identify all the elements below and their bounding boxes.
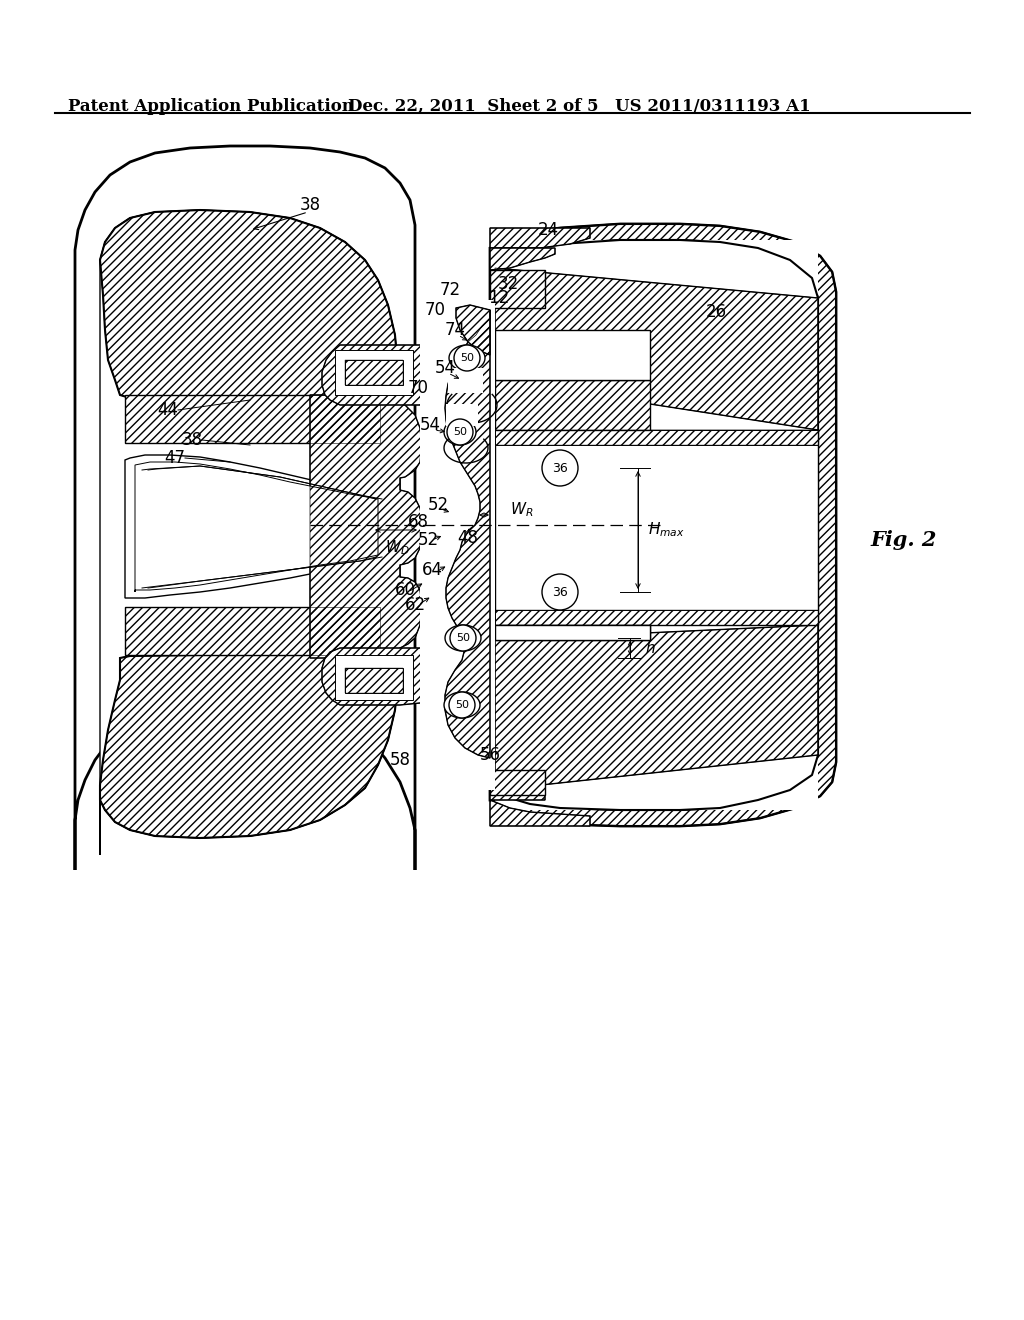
Text: 52: 52 — [418, 531, 438, 549]
Polygon shape — [444, 418, 476, 445]
Text: 26: 26 — [706, 304, 727, 321]
Polygon shape — [444, 692, 480, 718]
Polygon shape — [322, 345, 445, 405]
Polygon shape — [75, 147, 415, 870]
Bar — [345, 668, 403, 693]
Polygon shape — [135, 462, 378, 591]
Circle shape — [450, 624, 476, 651]
Polygon shape — [125, 455, 390, 598]
Text: 72: 72 — [439, 281, 461, 300]
Text: $h$: $h$ — [645, 640, 655, 656]
Bar — [490, 770, 545, 795]
Text: 50: 50 — [460, 352, 474, 363]
Bar — [335, 350, 413, 395]
Text: 70: 70 — [425, 301, 445, 319]
Polygon shape — [495, 240, 818, 810]
Bar — [446, 404, 478, 426]
Polygon shape — [490, 224, 836, 826]
Bar — [345, 668, 403, 693]
Bar — [447, 367, 482, 392]
Text: $W_R$: $W_R$ — [510, 500, 534, 519]
Text: 12: 12 — [488, 289, 510, 308]
Text: 50: 50 — [453, 426, 467, 437]
Bar — [345, 360, 403, 385]
Text: 24: 24 — [538, 220, 558, 239]
Polygon shape — [100, 210, 400, 400]
Text: 56: 56 — [479, 746, 501, 764]
Text: $H_{max}$: $H_{max}$ — [648, 520, 685, 540]
Polygon shape — [100, 210, 400, 855]
Circle shape — [454, 345, 480, 371]
Polygon shape — [100, 655, 400, 838]
Text: 70: 70 — [408, 379, 428, 397]
Circle shape — [542, 574, 578, 610]
Bar — [495, 430, 818, 624]
Circle shape — [542, 450, 578, 486]
Circle shape — [449, 692, 475, 718]
Text: 60: 60 — [394, 581, 416, 599]
Polygon shape — [495, 624, 818, 789]
Bar — [495, 610, 818, 624]
Polygon shape — [456, 305, 490, 355]
Polygon shape — [490, 248, 555, 271]
Bar — [495, 430, 818, 445]
Polygon shape — [310, 395, 422, 657]
Polygon shape — [490, 228, 590, 248]
Text: 47: 47 — [165, 449, 185, 467]
Bar — [490, 271, 545, 308]
Polygon shape — [490, 800, 590, 826]
Text: 74: 74 — [444, 321, 466, 339]
Bar — [125, 395, 380, 444]
Bar — [420, 300, 495, 789]
Bar — [125, 607, 380, 655]
Text: 58: 58 — [389, 751, 411, 770]
Bar — [125, 395, 380, 444]
Text: Fig. 2: Fig. 2 — [870, 531, 936, 550]
Bar — [345, 360, 403, 385]
Text: 48: 48 — [458, 529, 478, 546]
Polygon shape — [495, 380, 650, 430]
Text: 50: 50 — [456, 634, 470, 643]
Bar — [495, 624, 650, 640]
Text: 36: 36 — [552, 462, 568, 474]
Polygon shape — [445, 624, 481, 651]
Bar — [495, 430, 818, 445]
Text: 68: 68 — [408, 513, 428, 531]
Polygon shape — [322, 648, 445, 705]
Bar — [495, 240, 818, 810]
Polygon shape — [495, 268, 818, 430]
Polygon shape — [450, 345, 485, 371]
Text: 44: 44 — [158, 401, 178, 418]
Text: 54: 54 — [420, 416, 440, 434]
Text: 50: 50 — [455, 700, 469, 710]
Polygon shape — [492, 224, 836, 826]
Bar — [335, 655, 413, 700]
Circle shape — [447, 418, 473, 445]
Text: $W_D$: $W_D$ — [385, 539, 410, 557]
Bar — [490, 770, 545, 795]
Text: 38: 38 — [299, 195, 321, 214]
Text: 52: 52 — [427, 496, 449, 513]
Text: 64: 64 — [422, 561, 442, 579]
Text: 36: 36 — [552, 586, 568, 598]
Text: 32: 32 — [498, 275, 518, 293]
Polygon shape — [490, 777, 545, 800]
Text: Patent Application Publication: Patent Application Publication — [68, 98, 354, 115]
Text: 62: 62 — [404, 597, 426, 614]
Bar — [125, 607, 380, 655]
Bar — [125, 400, 380, 607]
Bar — [495, 330, 650, 380]
Polygon shape — [445, 310, 490, 758]
Bar — [495, 610, 818, 624]
Text: US 2011/0311193 A1: US 2011/0311193 A1 — [615, 98, 811, 115]
Bar — [490, 271, 545, 308]
Text: 38: 38 — [181, 432, 203, 449]
Polygon shape — [495, 624, 650, 640]
Text: 54: 54 — [434, 359, 456, 378]
Text: Dec. 22, 2011  Sheet 2 of 5: Dec. 22, 2011 Sheet 2 of 5 — [348, 98, 598, 115]
